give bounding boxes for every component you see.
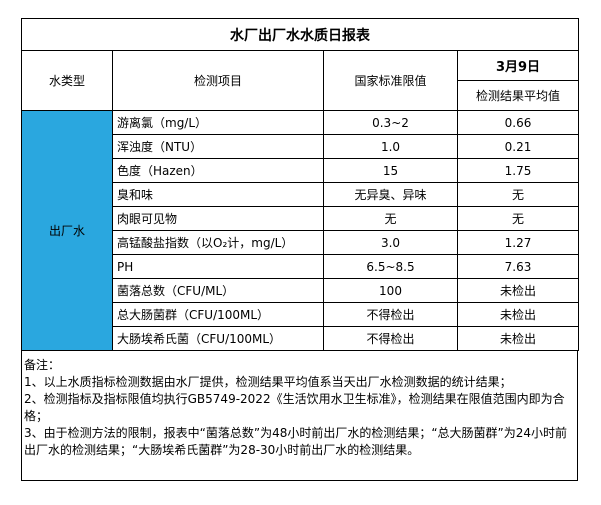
notes: 备注： 1、以上水质指标检测数据由水厂提供，检测结果平均值系当天出厂水检测数据的… <box>21 351 578 481</box>
standard-cell: 100 <box>323 278 458 303</box>
data-row: 总大肠菌群（CFU/100ML） 不得检出 未检出 <box>22 302 579 327</box>
result-cell: 未检出 <box>457 278 579 303</box>
group-cell: 出厂水 <box>21 110 113 351</box>
result-cell: 1.75 <box>457 158 579 183</box>
header-item: 检测项目 <box>112 50 324 111</box>
item-cell: 浑浊度（NTU） <box>112 134 324 159</box>
result-cell: 1.27 <box>457 230 579 255</box>
note-item: 2、检测指标及指标限值均执行GB5749-2022《生活饮用水卫生标准》，检测结… <box>24 392 565 423</box>
header-water-type: 水类型 <box>21 50 113 111</box>
item-cell: PH <box>112 254 324 279</box>
result-cell: 7.63 <box>457 254 579 279</box>
note-item: 3、由于检测方法的限制，报表中“菌落总数”为48小时前出厂水的检测结果；“总大肠… <box>24 426 568 457</box>
title: 水厂出厂水水质日报表 <box>21 18 579 51</box>
data-row: 色度（Hazen） 15 1.75 <box>22 158 579 183</box>
data-row: 高锰酸盐指数（以O₂计，mg/L） 3.0 1.27 <box>22 230 579 255</box>
result-cell: 0.66 <box>457 110 579 135</box>
item-cell: 总大肠菌群（CFU/100ML） <box>112 302 324 327</box>
header-result: 检测结果平均值 <box>457 80 579 111</box>
report: 水厂出厂水水质日报表 水类型 检测项目 国家标准限值 3月9日 检测结果平均值 … <box>21 18 579 481</box>
result-cell: 无 <box>457 182 579 207</box>
standard-cell: 不得检出 <box>323 302 458 327</box>
data-row: 臭和味 无异臭、异味无 <box>22 182 579 207</box>
standard-cell: 6.5~8.5 <box>323 254 458 279</box>
standard-cell: 不得检出 <box>323 326 458 351</box>
standard-cell: 15 <box>323 158 458 183</box>
result-cell: 0.21 <box>457 134 579 159</box>
header-date: 3月9日 <box>457 50 579 81</box>
data-row: 菌落总数（CFU/ML） 100 未检出 <box>22 278 579 303</box>
item-cell: 肉眼可见物 <box>112 206 324 231</box>
note-item: 1、以上水质指标检测数据由水厂提供，检测结果平均值系当天出厂水检测数据的统计结果… <box>24 375 512 389</box>
item-cell: 菌落总数（CFU/ML） <box>112 278 324 303</box>
result-cell: 无 <box>457 206 579 231</box>
data-row: 大肠埃希氏菌（CFU/100ML） 不得检出 未检出 <box>22 326 579 351</box>
report-table: 水厂出厂水水质日报表 水类型 检测项目 国家标准限值 3月9日 检测结果平均值 … <box>21 18 579 351</box>
result-cell: 未检出 <box>457 302 579 327</box>
data-row: 浑浊度（NTU） 1.0 0.21 <box>22 134 579 159</box>
standard-cell: 无异臭、异味 <box>323 182 458 207</box>
standard-cell: 3.0 <box>323 230 458 255</box>
item-cell: 臭和味 <box>112 182 324 207</box>
standard-cell: 无 <box>323 206 458 231</box>
data-row: 出厂水 游离氯（mg/L） 0.3~2 0.66 <box>21 110 579 351</box>
header-standard: 国家标准限值 <box>323 50 458 111</box>
item-cell: 游离氯（mg/L） <box>112 110 324 135</box>
standard-cell: 1.0 <box>323 134 458 159</box>
item-cell: 高锰酸盐指数（以O₂计，mg/L） <box>112 230 324 255</box>
data-row: 肉眼可见物无无 <box>22 206 579 231</box>
standard-cell: 0.3~2 <box>323 110 458 135</box>
item-cell: 色度（Hazen） <box>112 158 324 183</box>
data-row: PH 6.5~8.5 7.63 <box>22 254 579 279</box>
result-cell: 未检出 <box>457 326 579 351</box>
item-cell: 大肠埃希氏菌（CFU/100ML） <box>112 326 324 351</box>
notes-label: 备注： <box>24 358 61 372</box>
